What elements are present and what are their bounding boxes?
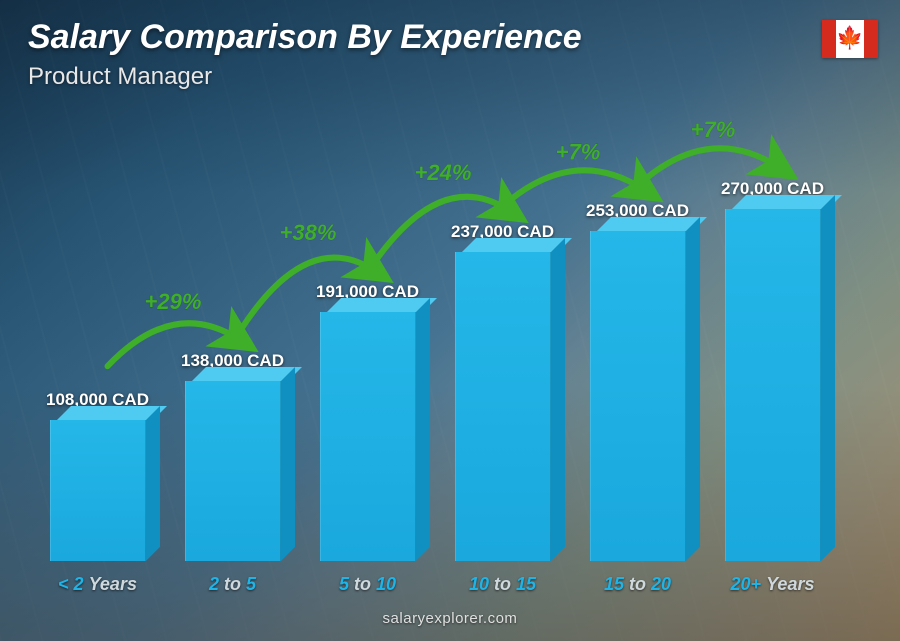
chart-title: Salary Comparison By Experience [28, 18, 872, 57]
flag-center: 🍁 [836, 20, 864, 58]
bar [50, 420, 146, 561]
flag-band-right [864, 20, 878, 58]
bar-slot: 253,000 CAD [570, 130, 705, 561]
bar [455, 252, 551, 561]
bar [590, 231, 686, 561]
x-axis-label: 15 to 20 [570, 574, 705, 595]
footer-attribution: salaryexplorer.com [0, 610, 900, 627]
bar [185, 381, 281, 561]
x-labels: < 2 Years2 to 55 to 1010 to 1515 to 2020… [30, 574, 840, 595]
maple-leaf-icon: 🍁 [836, 27, 863, 49]
canada-flag-icon: 🍁 [822, 20, 878, 58]
x-axis-label: 10 to 15 [435, 574, 570, 595]
header: Salary Comparison By Experience Product … [28, 18, 872, 91]
bar [320, 312, 416, 561]
bar-slot: 191,000 CAD [300, 130, 435, 561]
x-axis-label: < 2 Years [30, 574, 165, 595]
chart-subtitle: Product Manager [28, 63, 872, 91]
bar-slot: 138,000 CAD [165, 130, 300, 561]
bar-slot: 108,000 CAD [30, 130, 165, 561]
chart-area: 108,000 CAD138,000 CAD191,000 CAD237,000… [30, 130, 840, 561]
flag-band-left [822, 20, 836, 58]
bar-slot: 237,000 CAD [435, 130, 570, 561]
bars-container: 108,000 CAD138,000 CAD191,000 CAD237,000… [30, 130, 840, 561]
x-axis-label: 5 to 10 [300, 574, 435, 595]
x-axis-label: 2 to 5 [165, 574, 300, 595]
x-axis-label: 20+ Years [705, 574, 840, 595]
bar-slot: 270,000 CAD [705, 130, 840, 561]
bar [725, 209, 821, 561]
